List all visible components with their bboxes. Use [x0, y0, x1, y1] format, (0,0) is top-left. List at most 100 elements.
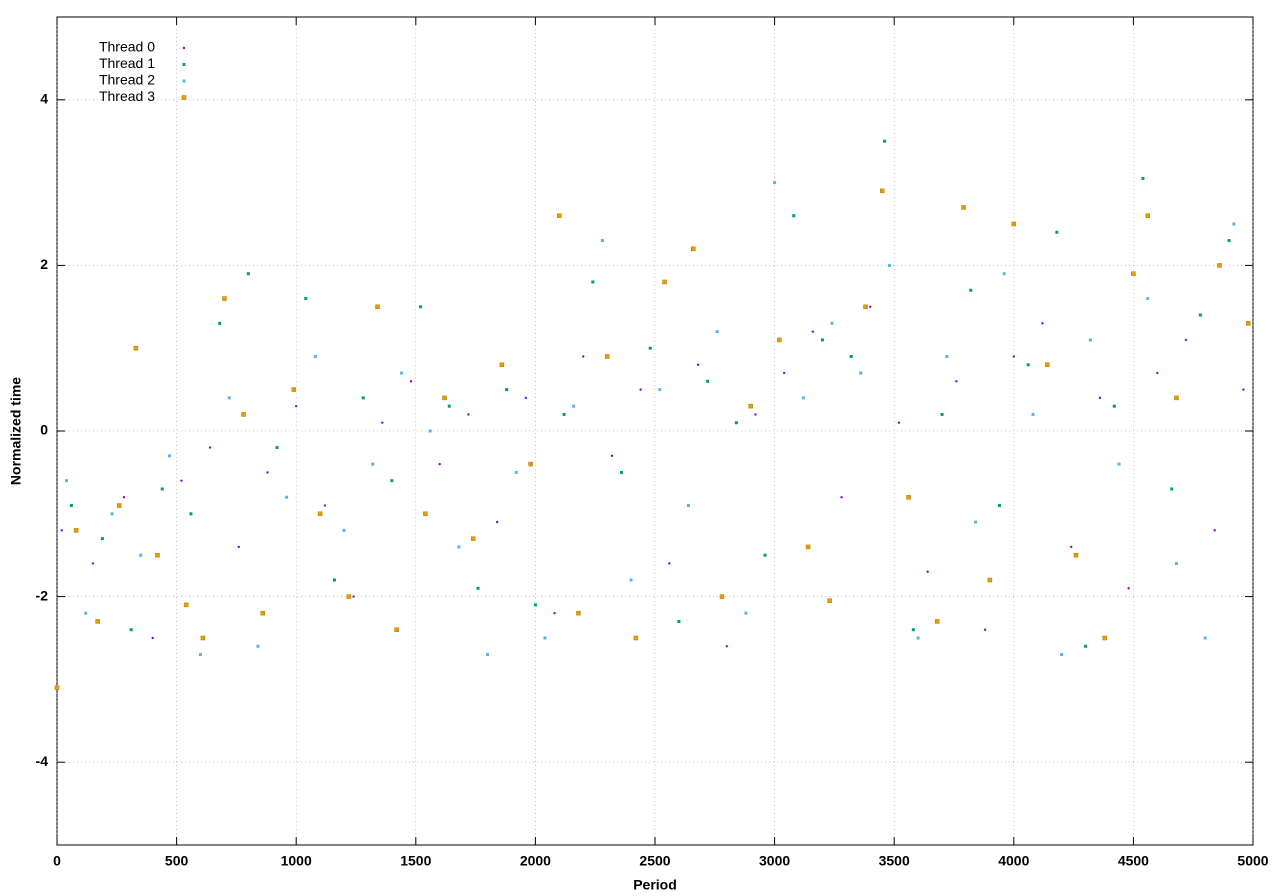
legend-label: Thread 2 — [99, 72, 155, 88]
point — [1184, 338, 1188, 342]
point — [285, 495, 289, 499]
point — [304, 297, 308, 301]
point — [1232, 222, 1236, 226]
point — [1146, 297, 1150, 301]
point — [591, 280, 595, 284]
point — [955, 380, 958, 383]
point — [470, 536, 476, 541]
point — [916, 636, 920, 640]
point — [361, 396, 365, 400]
x-tick-label: 2000 — [520, 853, 551, 869]
point — [633, 635, 639, 641]
point — [428, 429, 432, 433]
point — [1055, 230, 1059, 234]
point — [346, 594, 352, 599]
x-tick-label: 3000 — [759, 853, 790, 869]
point — [620, 470, 624, 474]
point — [725, 645, 728, 648]
point — [1245, 321, 1251, 326]
point — [317, 511, 323, 517]
point — [562, 412, 566, 416]
point — [275, 446, 279, 450]
point — [129, 628, 133, 632]
x-axis-title: Period — [633, 877, 677, 893]
x-tick-label: 1000 — [281, 853, 312, 869]
point — [199, 653, 203, 657]
point — [662, 279, 667, 285]
point — [151, 636, 154, 640]
point — [869, 305, 872, 308]
point — [677, 619, 681, 623]
point — [773, 181, 777, 185]
point — [897, 421, 901, 424]
y-tick-label: 0 — [40, 422, 48, 438]
point — [883, 139, 887, 143]
point — [801, 396, 805, 400]
point — [423, 511, 428, 517]
point — [863, 304, 868, 310]
point — [528, 461, 533, 467]
point — [1117, 462, 1121, 466]
point — [438, 462, 441, 466]
point — [935, 619, 940, 624]
x-tick-label: 0 — [53, 853, 61, 869]
point — [332, 578, 336, 582]
point — [73, 528, 79, 533]
point — [313, 354, 317, 358]
point — [572, 404, 576, 408]
point — [691, 246, 696, 252]
point — [961, 205, 966, 210]
point — [719, 594, 725, 599]
point — [167, 454, 171, 458]
point — [486, 653, 490, 657]
y-tick-label: -4 — [36, 753, 49, 769]
point — [352, 595, 355, 598]
point — [906, 494, 911, 500]
point — [557, 213, 562, 218]
point — [218, 321, 222, 325]
point — [1011, 221, 1017, 227]
point — [748, 403, 753, 409]
point — [1088, 338, 1092, 342]
point — [183, 602, 189, 608]
point — [155, 552, 160, 558]
point — [476, 586, 480, 590]
point — [706, 379, 710, 383]
point — [208, 446, 212, 449]
point — [859, 371, 863, 375]
point — [1203, 636, 1207, 640]
point — [543, 636, 547, 640]
point — [945, 354, 949, 358]
point — [658, 388, 662, 392]
point — [1012, 355, 1015, 358]
point — [1131, 271, 1136, 276]
point — [1156, 371, 1159, 375]
point — [1127, 587, 1130, 590]
point — [419, 305, 423, 309]
point — [116, 503, 122, 508]
point — [811, 330, 815, 333]
point — [840, 496, 843, 499]
x-tick-label: 5000 — [1237, 853, 1268, 869]
point — [744, 611, 748, 615]
point — [879, 188, 885, 194]
point — [576, 610, 581, 616]
point — [160, 487, 164, 491]
point — [390, 479, 394, 483]
x-tick-label: 4000 — [998, 853, 1029, 869]
point — [830, 321, 834, 325]
point — [189, 512, 193, 516]
point — [499, 362, 505, 368]
point — [1213, 529, 1216, 532]
legend-label: Thread 0 — [99, 39, 155, 55]
point — [266, 471, 269, 474]
point — [200, 635, 206, 641]
y-axis-title: Normalized time — [8, 377, 24, 485]
point — [533, 603, 537, 607]
legend-marker — [182, 63, 186, 66]
point — [291, 387, 297, 392]
point — [514, 470, 518, 474]
point — [323, 504, 327, 507]
point — [65, 479, 69, 483]
x-tick-label: 2500 — [639, 853, 670, 869]
